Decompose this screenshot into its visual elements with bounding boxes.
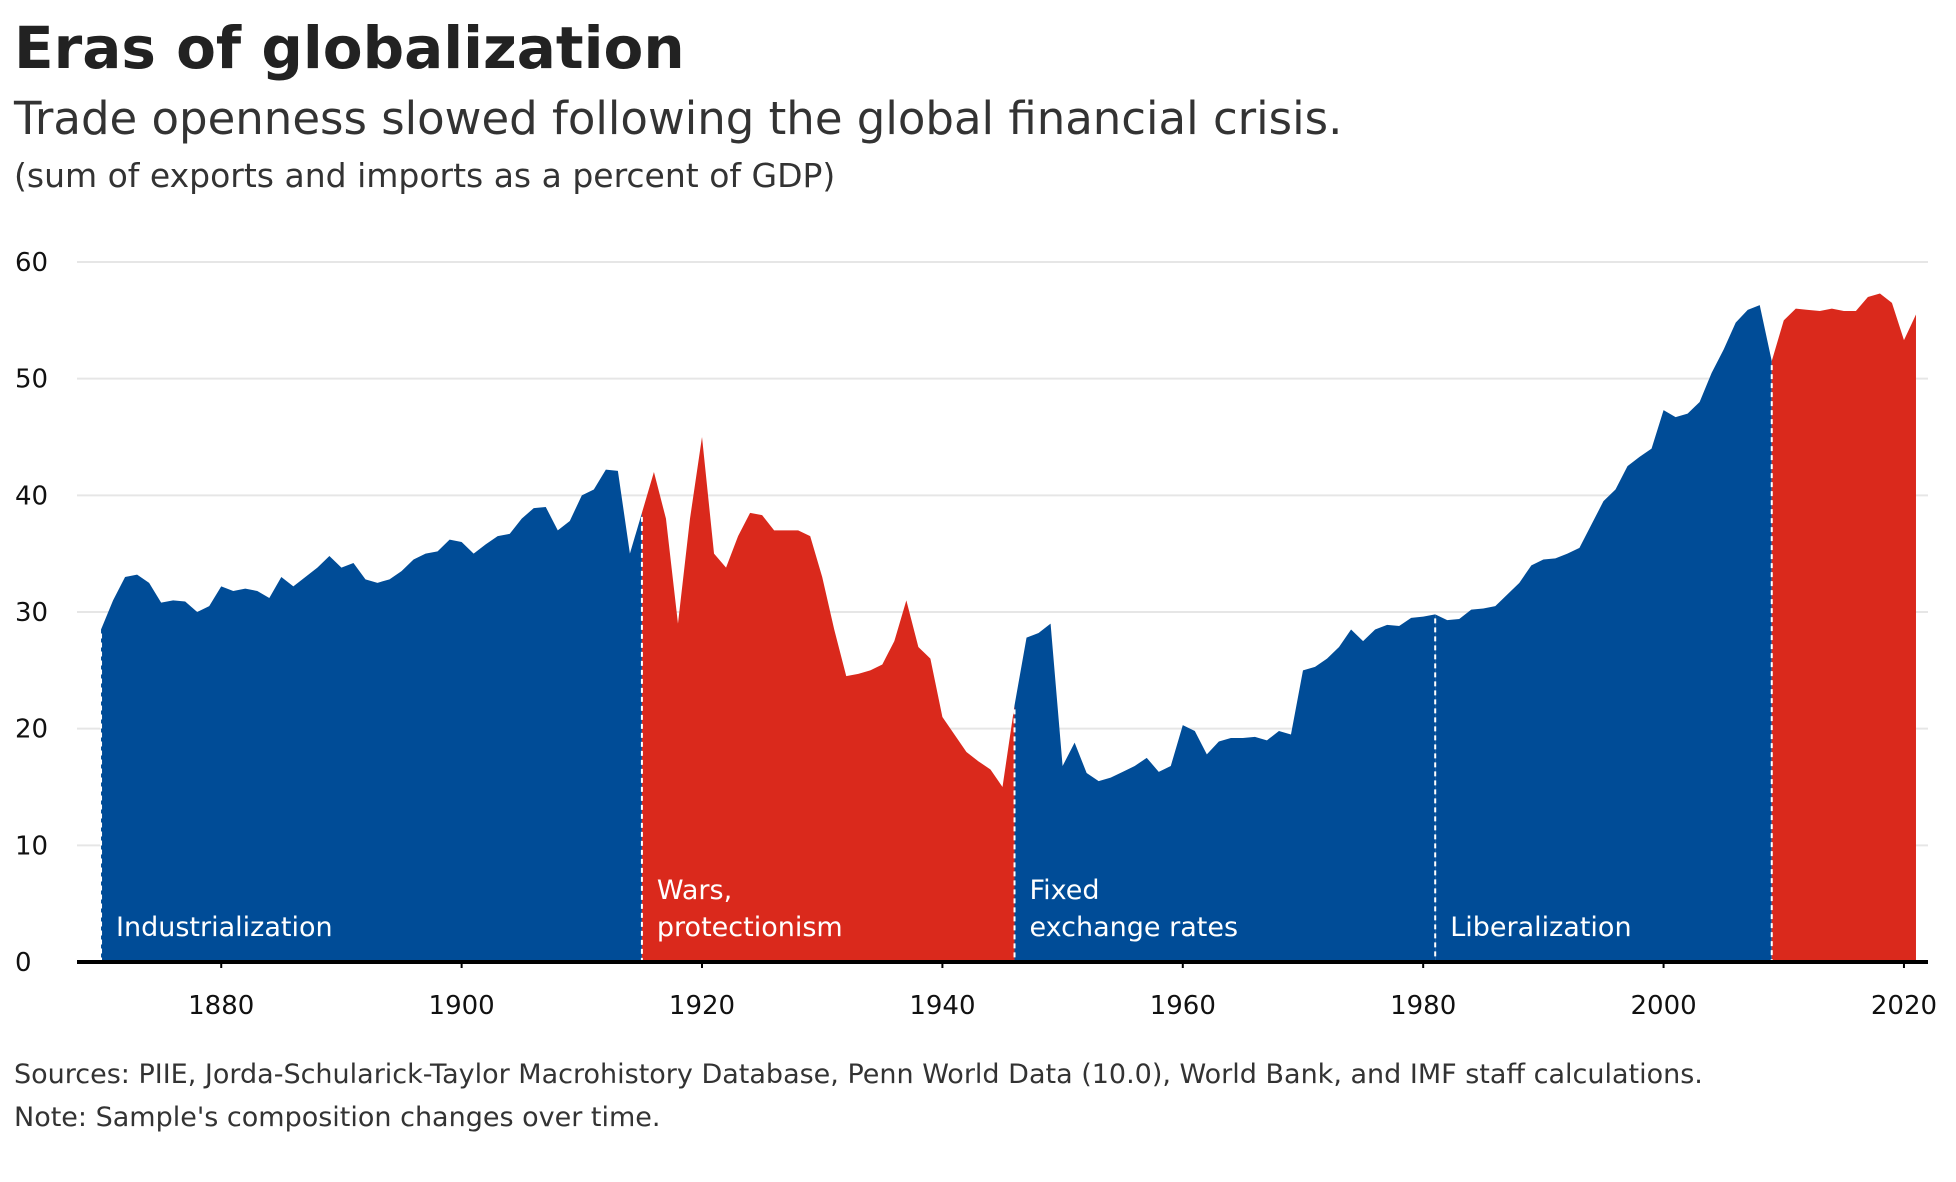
y-tick-label: 60 [15,248,48,278]
era-area [641,437,1015,962]
y-tick-label: 30 [15,598,48,628]
y-tick-label: 10 [15,831,48,861]
x-tick-label: 1960 [1150,991,1216,1021]
x-tick-label: 1880 [188,991,254,1021]
y-tick-label: 0 [15,948,32,978]
era-area [1435,305,1772,963]
sample-note: Note: Sample's composition changes over … [14,1102,660,1133]
x-tick-label: 2000 [1630,991,1696,1021]
unit-note: (sum of exports and imports as a percent… [14,156,835,195]
y-tick-label: 20 [15,715,48,745]
x-tick-label: 1980 [1390,991,1456,1021]
chart-subtitle: Trade openness slowed following the glob… [13,92,1342,145]
x-tick-label: 1940 [909,991,975,1021]
era-label: Liberalization [1450,912,1631,943]
y-tick-label: 40 [15,481,48,511]
era-area [1014,614,1436,962]
era-label: exchange rates [1030,912,1239,943]
era-area [1771,293,1916,962]
era-area [101,469,642,962]
x-tick-label: 1900 [429,991,495,1021]
era-label: protectionism [657,912,843,943]
chart-title: Eras of globalization [14,14,685,82]
source-note: Sources: PIIE, Jorda-Schularick-Taylor M… [14,1059,1703,1090]
era-label: Fixed [1030,875,1100,906]
era-label: Wars, [657,875,732,906]
y-tick-label: 50 [15,365,48,395]
era-label: Industrialization [116,912,333,943]
x-tick-label: 2020 [1871,991,1937,1021]
x-tick-label: 1920 [669,991,735,1021]
